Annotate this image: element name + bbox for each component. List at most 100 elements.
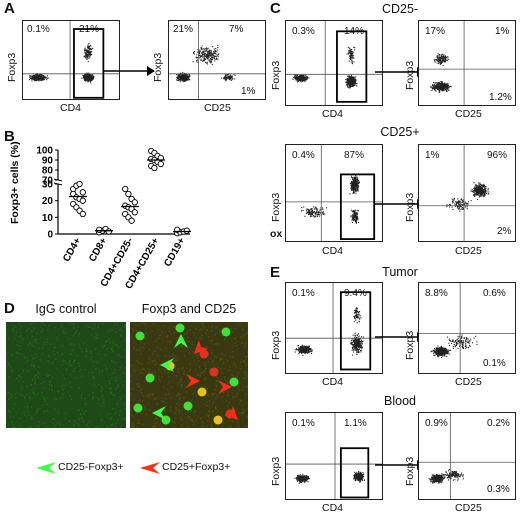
- y-tick-label: 20: [42, 196, 54, 207]
- flow-scatter: [286, 21, 382, 105]
- data-point: [125, 190, 132, 198]
- y-tick-label: 0: [47, 230, 53, 241]
- x-tick-label: CD19+: [162, 236, 187, 269]
- arrowhead-red-icon: [224, 406, 238, 420]
- quadrant-ur-value: 87%: [344, 150, 365, 161]
- quadrant-ur-value: 1.1%: [344, 418, 367, 429]
- panel-title-blood: Blood: [384, 394, 416, 408]
- flow-scatter: [419, 145, 515, 241]
- y-axis-label: Foxp3: [404, 330, 416, 360]
- x-axis-label: CD25: [455, 108, 482, 120]
- panel-label-e: E: [270, 264, 281, 281]
- flow-plot-e2-left: 0.1% 1.1%: [285, 412, 383, 500]
- quadrant-ur-value: 0.6%: [483, 288, 506, 299]
- x-axis-label: CD4: [322, 502, 344, 514]
- y-axis-label: Foxp3: [404, 456, 416, 486]
- y-axis-label: Foxp3: [6, 52, 18, 82]
- flow-plot-e1-right: 8.8% 0.6% 0.1%: [418, 282, 516, 374]
- flow-plot-a-right: 21% 7% 1%: [168, 20, 266, 100]
- y-axis-label: Foxp3: [152, 52, 164, 82]
- y-axis-label: Foxp3: [270, 60, 282, 90]
- quadrant-lr-value: 0.1%: [483, 358, 506, 369]
- x-axis-label: CD4: [60, 102, 82, 114]
- data-point: [131, 199, 138, 206]
- arrowhead-red-icon: [218, 380, 232, 394]
- legend-green-label: CD25-Foxp3+: [58, 461, 124, 473]
- panel-title-tumor: Tumor: [382, 265, 418, 279]
- x-axis-label: CD4: [322, 108, 344, 120]
- x-axis-label: CD25: [455, 502, 482, 514]
- quadrant-ul-value: 0.9%: [425, 418, 448, 429]
- flow-scatter: [169, 21, 265, 99]
- data-point: [183, 227, 190, 234]
- quadrant-ul-value: 0.3%: [292, 26, 315, 37]
- panel-label-c: C: [270, 0, 281, 17]
- panel-label-a: A: [4, 0, 15, 17]
- data-point: [96, 226, 103, 233]
- flow-plot-c1-right: 17% 1% 1.2%: [418, 20, 516, 106]
- flow-plot-c2-left: 0.4% 87%: [285, 144, 383, 242]
- y-tick-label: 30: [42, 180, 54, 191]
- flow-plot-c2-right: 1% 96% 2%: [418, 144, 516, 242]
- quadrant-ur-value: 96%: [487, 150, 508, 161]
- y-tick-label: 10: [42, 213, 54, 224]
- flow-scatter: [419, 21, 515, 105]
- panel-title-cd25-pos: CD25+: [380, 125, 420, 139]
- quadrant-ur-value: 1%: [495, 26, 510, 37]
- flow-scatter: [419, 413, 515, 499]
- y-axis-label: Foxp3: [270, 330, 282, 360]
- micrograph-cells: [130, 322, 248, 428]
- quadrant-lr-value: 2%: [497, 226, 512, 237]
- arrowhead-green-icon: [152, 406, 166, 420]
- quadrant-ul-value: 0.4%: [292, 150, 315, 161]
- quadrant-ul-value: 1%: [425, 150, 440, 161]
- x-tick-label: CD8+: [87, 236, 110, 264]
- quadrant-ul-value: 0.1%: [27, 24, 50, 35]
- quadrant-ul-value: 0.1%: [292, 288, 315, 299]
- micrograph-texture: [6, 322, 126, 428]
- quadrant-lr-value: 1.2%: [489, 92, 512, 103]
- quadrant-lr-value: 0.3%: [487, 484, 510, 495]
- x-axis-label: CD25: [455, 376, 482, 388]
- quadrant-ur-value: 0.2%: [487, 418, 510, 429]
- micrograph-title-stain: Foxp3 and CD25: [141, 302, 237, 316]
- quadrant-ur-value: 9.4%: [344, 288, 367, 299]
- y-axis-label: Foxp3: [404, 192, 416, 222]
- y-tick-label: 100: [36, 146, 53, 157]
- x-axis-label: CD25: [455, 245, 482, 257]
- quadrant-ur-value: 7%: [229, 24, 244, 35]
- panel-label-b: B: [4, 128, 15, 145]
- arrowhead-green-icon: [174, 334, 188, 348]
- quadrant-ul-value: 8.8%: [425, 288, 448, 299]
- data-point: [131, 209, 138, 216]
- flow-scatter: [286, 283, 382, 373]
- data-point: [79, 210, 86, 218]
- arrowhead-red-icon: [186, 374, 200, 388]
- y-axis-label: Foxp3: [270, 456, 282, 486]
- legend-red-label: CD25+Foxp3+: [162, 461, 231, 473]
- legend-red-arrow-icon: [140, 462, 160, 474]
- data-point: [79, 189, 86, 196]
- data-point: [79, 197, 86, 204]
- flow-scatter: [23, 21, 119, 99]
- flow-plot-c1-left: 0.3% 14%: [285, 20, 383, 106]
- data-point: [76, 180, 83, 188]
- data-point: [157, 160, 164, 168]
- legend-green-arrow-icon: [36, 462, 56, 474]
- quadrant-ur-value: 14%: [344, 26, 365, 37]
- quadrant-ur-value: 21%: [79, 24, 100, 35]
- quadrant-ul-value: 0.1%: [292, 418, 315, 429]
- y-tick-label: 70: [42, 176, 54, 187]
- x-tick-label: CD4+: [61, 236, 84, 264]
- y-axis-label: Foxp3+ cells (%): [9, 141, 21, 224]
- quadrant-ul-value: 17%: [425, 26, 446, 37]
- panel-title-cd25-neg: CD25-: [381, 2, 419, 16]
- arrow-icon: [103, 66, 155, 76]
- micrograph-igg-control: [6, 322, 126, 428]
- panel-label-d: D: [4, 300, 15, 317]
- flow-plot-e2-right: 0.9% 0.2% 0.3%: [418, 412, 516, 500]
- micrograph-title-control: IgG control: [35, 302, 97, 316]
- quadrant-lr-value: 1%: [241, 86, 256, 97]
- x-axis-label: CD4: [322, 376, 344, 388]
